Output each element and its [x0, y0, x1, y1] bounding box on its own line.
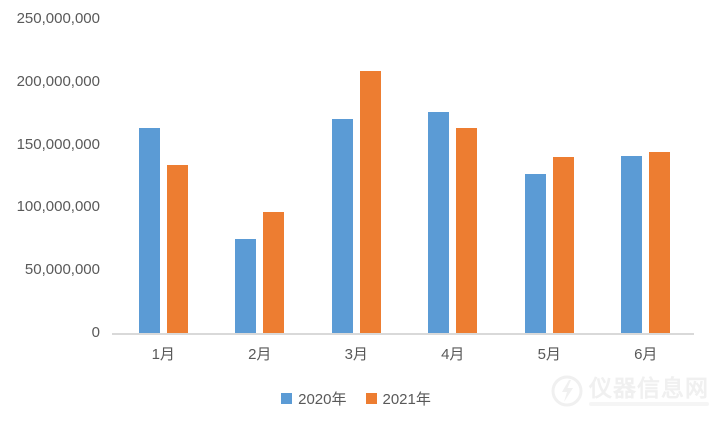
watermark-subline: [589, 402, 709, 406]
watermark-logo-icon: [551, 375, 583, 407]
x-axis-label-1月: 1月: [151, 346, 175, 363]
bar-2020年-5月: [524, 173, 546, 333]
bar-2020年-2月: [235, 238, 257, 333]
bar-group-3月: 3月: [308, 19, 405, 363]
bar-2021年-4月: [456, 128, 478, 333]
legend-item-2021年: 2021年: [365, 388, 431, 409]
bar-2021年-6月: [649, 152, 671, 333]
legend-label: 2021年: [382, 391, 431, 408]
bar-2020年-6月: [621, 155, 643, 333]
legend-swatch-icon: [281, 393, 293, 404]
x-axis-label-4月: 4月: [441, 346, 465, 363]
x-axis-label-6月: 6月: [634, 346, 658, 363]
bar-2021年-5月: [552, 157, 574, 333]
legend-label: 2020年: [298, 391, 347, 408]
x-axis-label-3月: 3月: [344, 346, 368, 363]
y-axis-tick-label: 250,000,000: [16, 10, 100, 27]
bar-group-1月: 1月: [115, 19, 212, 363]
legend-item-2020年: 2020年: [281, 388, 347, 409]
watermark-text: 仪器信息网: [589, 375, 709, 401]
bar-group-4月: 4月: [405, 19, 502, 363]
bar-2021年-1月: [166, 164, 188, 333]
y-axis-tick-label: 0: [91, 324, 100, 341]
bar-2020年-1月: [138, 128, 160, 333]
x-axis-label-5月: 5月: [537, 346, 561, 363]
watermark-body: 仪器信息网: [589, 376, 709, 406]
bar-group-6月: 6月: [598, 19, 695, 363]
x-axis-line: [112, 333, 694, 335]
bar-2021年-2月: [263, 212, 285, 333]
y-axis-tick-label: 50,000,000: [24, 261, 100, 279]
y-axis-tick-label: 100,000,000: [16, 198, 100, 216]
y-axis-tick-label: 150,000,000: [16, 135, 100, 153]
watermark: 仪器信息网: [550, 374, 709, 408]
x-axis-label-2月: 2月: [248, 346, 272, 363]
bar-2020年-4月: [428, 111, 450, 333]
y-axis-tick-label: 200,000,000: [16, 72, 100, 90]
bar-2020年-3月: [331, 119, 353, 333]
bar-group-2月: 2月: [212, 19, 309, 363]
bar-group-5月: 5月: [501, 19, 598, 363]
bar-2021年-3月: [359, 70, 381, 333]
chart-legend: 2020年 2021年: [0, 388, 712, 409]
legend-swatch-icon: [365, 393, 377, 404]
